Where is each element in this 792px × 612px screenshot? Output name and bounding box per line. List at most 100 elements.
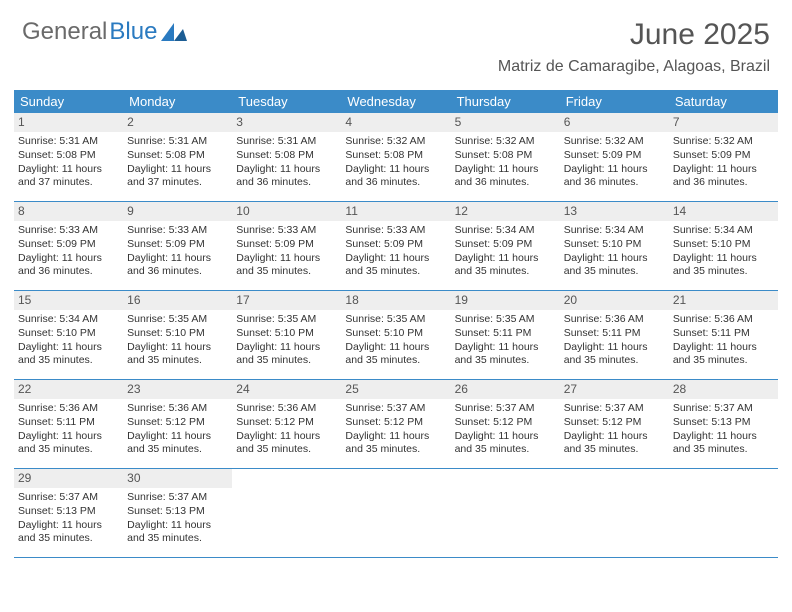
weekday-header: Saturday: [669, 90, 778, 113]
day-number: 18: [341, 291, 450, 310]
sunset-text: Sunset: 5:11 PM: [673, 327, 774, 340]
weekday-header-row: SundayMondayTuesdayWednesdayThursdayFrid…: [14, 90, 778, 113]
day-number: 23: [123, 380, 232, 399]
sunrise-text: Sunrise: 5:37 AM: [345, 402, 446, 415]
day-number: 20: [560, 291, 669, 310]
weekday-header: Monday: [123, 90, 232, 113]
sunrise-text: Sunrise: 5:33 AM: [18, 224, 119, 237]
daylight-text: Daylight: 11 hours and 35 minutes.: [455, 252, 556, 278]
location-text: Matriz de Camaragibe, Alagoas, Brazil: [498, 58, 770, 76]
day-cell: 21Sunrise: 5:36 AMSunset: 5:11 PMDayligh…: [669, 291, 778, 379]
daylight-text: Daylight: 11 hours and 36 minutes.: [673, 163, 774, 189]
sunrise-text: Sunrise: 5:32 AM: [345, 135, 446, 148]
day-cell: 27Sunrise: 5:37 AMSunset: 5:12 PMDayligh…: [560, 380, 669, 468]
day-cell: 3Sunrise: 5:31 AMSunset: 5:08 PMDaylight…: [232, 113, 341, 201]
daylight-text: Daylight: 11 hours and 35 minutes.: [18, 430, 119, 456]
sunset-text: Sunset: 5:09 PM: [18, 238, 119, 251]
day-number: 15: [14, 291, 123, 310]
logo: GeneralBlue: [22, 18, 187, 46]
sunrise-text: Sunrise: 5:34 AM: [455, 224, 556, 237]
daylight-text: Daylight: 11 hours and 36 minutes.: [18, 252, 119, 278]
daylight-text: Daylight: 11 hours and 35 minutes.: [564, 252, 665, 278]
day-cell: 19Sunrise: 5:35 AMSunset: 5:11 PMDayligh…: [451, 291, 560, 379]
day-cell: 8 Sunrise: 5:33 AMSunset: 5:09 PMDaylight…: [14, 202, 123, 290]
daylight-text: Daylight: 11 hours and 36 minutes.: [236, 163, 337, 189]
day-number: 1: [14, 113, 123, 132]
weekday-header: Wednesday: [341, 90, 450, 113]
sunset-text: Sunset: 5:12 PM: [127, 416, 228, 429]
sunrise-text: Sunrise: 5:36 AM: [127, 402, 228, 415]
daylight-text: Daylight: 11 hours and 35 minutes.: [18, 341, 119, 367]
daylight-text: Daylight: 11 hours and 36 minutes.: [455, 163, 556, 189]
week-row: 29Sunrise: 5:37 AMSunset: 5:13 PMDayligh…: [14, 469, 778, 558]
day-number: 16: [123, 291, 232, 310]
sunrise-text: Sunrise: 5:31 AM: [18, 135, 119, 148]
day-cell: 1Sunrise: 5:31 AMSunset: 5:08 PMDaylight…: [14, 113, 123, 201]
daylight-text: Daylight: 11 hours and 36 minutes.: [564, 163, 665, 189]
day-number: 3: [232, 113, 341, 132]
sunrise-text: Sunrise: 5:34 AM: [18, 313, 119, 326]
sunset-text: Sunset: 5:09 PM: [455, 238, 556, 251]
sunrise-text: Sunrise: 5:32 AM: [455, 135, 556, 148]
day-cell: 14Sunrise: 5:34 AMSunset: 5:10 PMDayligh…: [669, 202, 778, 290]
sunrise-text: Sunrise: 5:32 AM: [673, 135, 774, 148]
daylight-text: Daylight: 11 hours and 35 minutes.: [18, 519, 119, 545]
day-cell: 20Sunrise: 5:36 AMSunset: 5:11 PMDayligh…: [560, 291, 669, 379]
day-cell: 11Sunrise: 5:33 AMSunset: 5:09 PMDayligh…: [341, 202, 450, 290]
day-cell: 28 Sunrise: 5:37 AMSunset: 5:13 PMDayligh…: [669, 380, 778, 468]
sunset-text: Sunset: 5:09 PM: [127, 238, 228, 251]
sunrise-text: Sunrise: 5:37 AM: [564, 402, 665, 415]
weekday-header: Thursday: [451, 90, 560, 113]
day-cell: 13Sunrise: 5:34 AMSunset: 5:10 PMDayligh…: [560, 202, 669, 290]
day-cell: 23 Sunrise: 5:36 AMSunset: 5:12 PMDayligh…: [123, 380, 232, 468]
sunrise-text: Sunrise: 5:36 AM: [564, 313, 665, 326]
daylight-text: Daylight: 11 hours and 35 minutes.: [236, 252, 337, 278]
sunrise-text: Sunrise: 5:37 AM: [127, 491, 228, 504]
daylight-text: Daylight: 11 hours and 35 minutes.: [673, 430, 774, 456]
day-cell: 18 Sunrise: 5:35 AMSunset: 5:10 PMDayligh…: [341, 291, 450, 379]
day-number: 5: [451, 113, 560, 132]
day-cell: 5Sunrise: 5:32 AMSunset: 5:08 PMDaylight…: [451, 113, 560, 201]
day-number: 12: [451, 202, 560, 221]
sunset-text: Sunset: 5:11 PM: [18, 416, 119, 429]
daylight-text: Daylight: 11 hours and 35 minutes.: [236, 430, 337, 456]
daylight-text: Daylight: 11 hours and 35 minutes.: [345, 430, 446, 456]
weekday-header: Sunday: [14, 90, 123, 113]
sunset-text: Sunset: 5:09 PM: [673, 149, 774, 162]
day-number: 28: [669, 380, 778, 399]
logo-text-1: General: [22, 18, 107, 46]
day-number: 21: [669, 291, 778, 310]
day-cell: 16Sunrise: 5:35 AMSunset: 5:10 PMDayligh…: [123, 291, 232, 379]
day-number: 30: [123, 469, 232, 488]
sunset-text: Sunset: 5:13 PM: [673, 416, 774, 429]
day-cell: 25Sunrise: 5:37 AMSunset: 5:12 PMDayligh…: [341, 380, 450, 468]
logo-text-2: Blue: [109, 18, 157, 46]
day-number: 4: [341, 113, 450, 132]
day-cell: 15Sunrise: 5:34 AMSunset: 5:10 PMDayligh…: [14, 291, 123, 379]
daylight-text: Daylight: 11 hours and 35 minutes.: [127, 430, 228, 456]
empty-cell: [341, 469, 450, 557]
sunset-text: Sunset: 5:10 PM: [345, 327, 446, 340]
sunrise-text: Sunrise: 5:37 AM: [673, 402, 774, 415]
day-number: 26: [451, 380, 560, 399]
day-number: 9: [123, 202, 232, 221]
week-row: 8Sunrise: 5:33 AMSunset: 5:09 PMDaylight…: [14, 202, 778, 291]
empty-cell: [232, 469, 341, 557]
day-number: 10: [232, 202, 341, 221]
week-row: 15Sunrise: 5:34 AMSunset: 5:10 PMDayligh…: [14, 291, 778, 380]
day-cell: 26Sunrise: 5:37 AMSunset: 5:12 PMDayligh…: [451, 380, 560, 468]
sunrise-text: Sunrise: 5:37 AM: [455, 402, 556, 415]
day-number: 8: [14, 202, 123, 221]
sunrise-text: Sunrise: 5:37 AM: [18, 491, 119, 504]
empty-cell: [669, 469, 778, 557]
day-cell: 7Sunrise: 5:32 AMSunset: 5:09 PMDaylight…: [669, 113, 778, 201]
daylight-text: Daylight: 11 hours and 35 minutes.: [345, 341, 446, 367]
sunrise-text: Sunrise: 5:35 AM: [236, 313, 337, 326]
calendar: SundayMondayTuesdayWednesdayThursdayFrid…: [14, 90, 778, 558]
sunrise-text: Sunrise: 5:36 AM: [673, 313, 774, 326]
sunrise-text: Sunrise: 5:34 AM: [564, 224, 665, 237]
sunrise-text: Sunrise: 5:35 AM: [345, 313, 446, 326]
sunset-text: Sunset: 5:10 PM: [673, 238, 774, 251]
day-cell: 2Sunrise: 5:31 AMSunset: 5:08 PMDaylight…: [123, 113, 232, 201]
sunrise-text: Sunrise: 5:31 AM: [127, 135, 228, 148]
